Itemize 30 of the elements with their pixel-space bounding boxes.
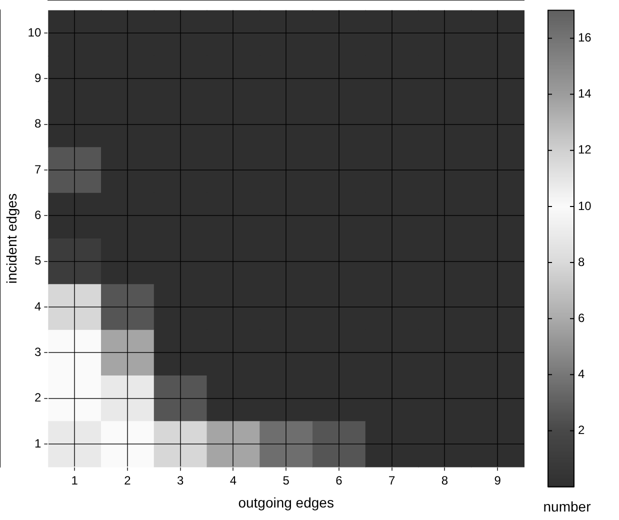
color-bar-label: 8	[578, 254, 585, 269]
y-tick-label: 5	[34, 254, 42, 268]
y-tick-label: 10	[28, 25, 42, 40]
x-tick-label: 7	[388, 473, 396, 488]
x-axis-title: outgoing edges	[238, 494, 334, 510]
x-tick-label: 9	[494, 473, 502, 488]
y-tick-label: 8	[34, 116, 42, 131]
y-tick-label: 9	[34, 71, 42, 86]
y-tick-label: 4	[34, 299, 42, 314]
x-tick-label: 5	[282, 473, 290, 488]
y-tick-label: 6	[34, 208, 42, 222]
x-tick-label: 8	[441, 473, 448, 488]
y-tick-label: 1	[34, 436, 42, 450]
color-bar-label: 2	[578, 423, 585, 438]
x-tick-label: 4	[230, 473, 237, 488]
color-bar-label: 10	[578, 198, 592, 213]
color-bar-label: 14	[578, 86, 592, 101]
x-tick-label: 1	[71, 473, 78, 488]
color-bar-label: 12	[578, 142, 592, 157]
color-bar-label: 4	[578, 366, 585, 381]
y-axis-title: incident edges	[3, 193, 20, 284]
color-bar-title: number	[543, 498, 592, 515]
y-tick-label: 3	[34, 344, 42, 359]
x-tick-label: 3	[176, 473, 184, 488]
color-bar-label: 16	[578, 30, 592, 45]
color-bar-label: 6	[578, 310, 585, 325]
x-tick-label: 2	[124, 473, 132, 488]
y-tick-label: 7	[34, 162, 42, 176]
x-tick-label: 6	[336, 473, 343, 488]
y-tick-label: 2	[34, 390, 42, 405]
